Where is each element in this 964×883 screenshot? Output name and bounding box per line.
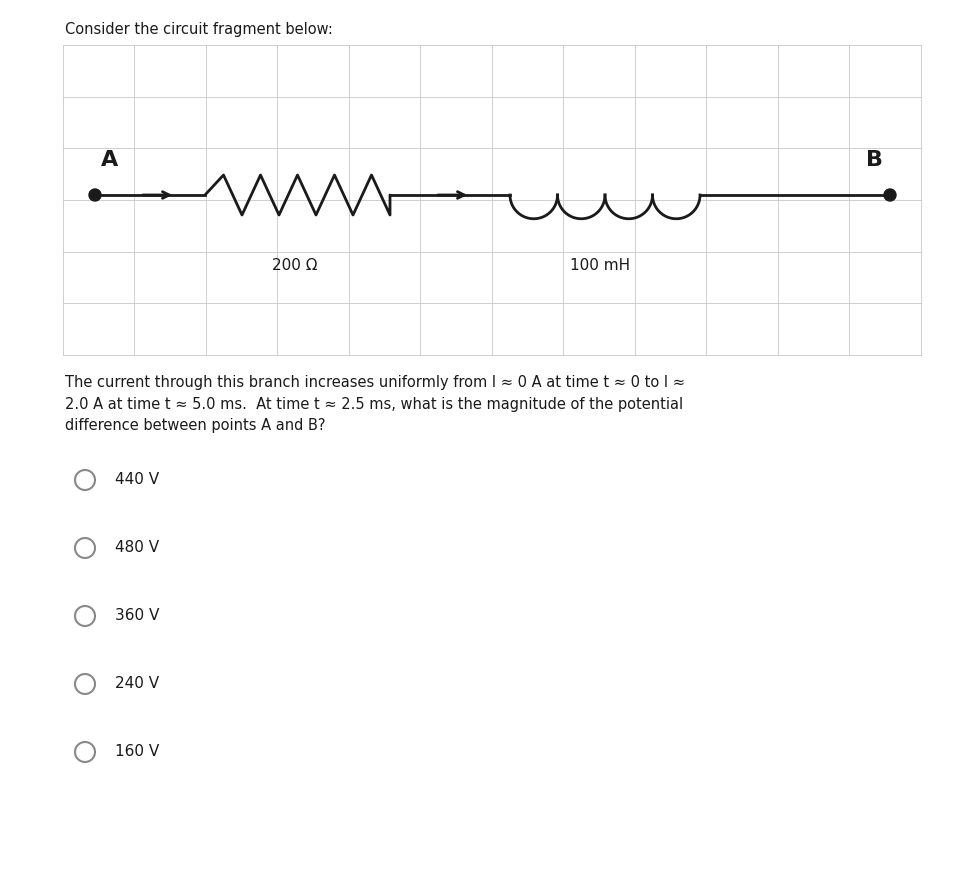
Circle shape [884, 189, 896, 201]
Circle shape [89, 189, 101, 201]
Text: 100 mH: 100 mH [570, 258, 630, 273]
Text: The current through this branch increases uniformly from I ≈ 0 A at time t ≈ 0 t: The current through this branch increase… [65, 375, 685, 434]
Text: 440 V: 440 V [115, 472, 159, 487]
Text: 360 V: 360 V [115, 608, 159, 623]
Text: 240 V: 240 V [115, 676, 159, 691]
Text: B: B [867, 150, 883, 170]
Text: Consider the circuit fragment below:: Consider the circuit fragment below: [65, 22, 333, 37]
Text: 200 Ω: 200 Ω [272, 258, 318, 273]
Text: 160 V: 160 V [115, 744, 159, 759]
Text: A: A [101, 150, 119, 170]
Text: 480 V: 480 V [115, 540, 159, 555]
